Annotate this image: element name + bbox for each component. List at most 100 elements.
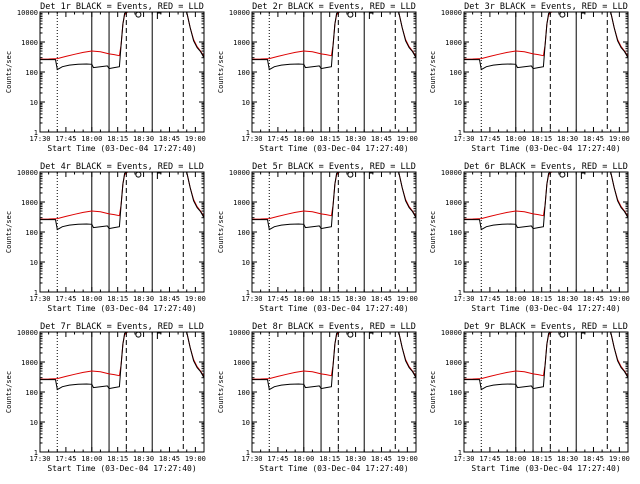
y-tick-label: 10 — [454, 259, 462, 267]
y-tick-label: 10000 — [17, 169, 38, 177]
x-tick-label: 18:00 — [505, 455, 526, 463]
plot-title: Det 9r BLACK = Events, RED = LLD — [464, 322, 628, 332]
x-tick-label: 18:30 — [557, 455, 578, 463]
y-tick-label: 100 — [25, 69, 38, 77]
x-tick-label: 18:45 — [583, 455, 604, 463]
x-tick-label: 18:15 — [107, 135, 128, 143]
x-tick-label: 18:00 — [293, 295, 314, 303]
event-bracket-marker — [368, 12, 374, 19]
x-tick-label: 18:30 — [345, 455, 366, 463]
event-bracket-marker — [156, 332, 162, 339]
event-bracket-marker — [580, 172, 586, 179]
x-tick-label: 18:15 — [319, 455, 340, 463]
y-tick-label: 10 — [242, 259, 250, 267]
x-axis-label: Start Time (03-Dec-04 17:27:40) — [47, 464, 196, 473]
y-tick-label: 1 — [246, 129, 250, 137]
plot-panel-9: Det 9r BLACK = Events, RED = LLD Counts/s… — [429, 322, 630, 473]
x-tick-label: 17:30 — [29, 135, 50, 143]
x-tick-label: 18:45 — [583, 295, 604, 303]
y-tick-label: 1 — [458, 449, 462, 457]
y-tick-label: 1 — [458, 289, 462, 297]
x-tick-label: 18:30 — [345, 295, 366, 303]
y-tick-label: 10 — [242, 419, 250, 427]
y-tick-label: 1 — [246, 449, 250, 457]
y-axis-label: Counts/sec — [429, 371, 437, 413]
y-tick-label: 10000 — [229, 329, 250, 337]
x-axis-label: Start Time (03-Dec-04 17:27:40) — [259, 464, 408, 473]
y-tick-label: 10 — [242, 99, 250, 107]
event-bracket-marker — [580, 12, 586, 19]
x-axis-label: Start Time (03-Dec-04 17:27:40) — [471, 464, 620, 473]
y-tick-label: 10000 — [441, 169, 462, 177]
plot-title: Det 6r BLACK = Events, RED = LLD — [464, 162, 628, 172]
x-tick-label: 17:30 — [29, 295, 50, 303]
y-axis-label: Counts/sec — [5, 51, 13, 93]
event-bracket-marker — [156, 12, 162, 19]
x-tick-label: 18:45 — [371, 135, 392, 143]
y-tick-label: 100 — [25, 229, 38, 237]
y-tick-label: 10000 — [17, 329, 38, 337]
x-tick-label: 17:45 — [479, 135, 500, 143]
y-tick-label: 1 — [246, 289, 250, 297]
y-tick-label: 1000 — [445, 199, 462, 207]
plot-panel-7: Det 7r BLACK = Events, RED = LLD Counts/s… — [5, 322, 206, 473]
y-tick-label: 10 — [454, 99, 462, 107]
y-tick-label: 1000 — [233, 199, 250, 207]
x-tick-label: 17:45 — [55, 135, 76, 143]
plot-panel-4: Det 4r BLACK = Events, RED = LLD Counts/s… — [5, 162, 206, 313]
x-tick-label: 18:00 — [293, 455, 314, 463]
x-axis-label: Start Time (03-Dec-04 17:27:40) — [259, 304, 408, 313]
y-tick-label: 1000 — [233, 39, 250, 47]
x-tick-label: 19:00 — [609, 295, 630, 303]
y-tick-label: 10000 — [17, 9, 38, 17]
event-bracket-marker — [156, 172, 162, 179]
plot-title: Det 2r BLACK = Events, RED = LLD — [252, 2, 416, 12]
x-tick-label: 18:30 — [133, 455, 154, 463]
plot-panel-6: Det 6r BLACK = Events, RED = LLD Counts/s… — [429, 162, 630, 313]
x-tick-label: 17:45 — [55, 295, 76, 303]
y-tick-label: 100 — [237, 69, 250, 77]
x-tick-label: 17:30 — [241, 295, 262, 303]
x-tick-label: 18:15 — [319, 295, 340, 303]
plot-panel-3: Det 3r BLACK = Events, RED = LLD Counts/s… — [429, 2, 630, 153]
x-tick-label: 18:30 — [133, 295, 154, 303]
plot-title: Det 5r BLACK = Events, RED = LLD — [252, 162, 416, 172]
x-tick-label: 18:15 — [107, 455, 128, 463]
x-tick-label: 17:30 — [453, 135, 474, 143]
x-tick-label: 18:15 — [531, 135, 552, 143]
x-axis-label: Start Time (03-Dec-04 17:27:40) — [471, 144, 620, 153]
y-axis-label: Counts/sec — [217, 51, 225, 93]
x-tick-label: 19:00 — [397, 295, 418, 303]
x-tick-label: 17:45 — [267, 295, 288, 303]
plot-title: Det 8r BLACK = Events, RED = LLD — [252, 322, 416, 332]
x-tick-label: 18:15 — [531, 295, 552, 303]
x-axis-label: Start Time (03-Dec-04 17:27:40) — [471, 304, 620, 313]
y-tick-label: 1000 — [445, 39, 462, 47]
y-tick-label: 100 — [449, 389, 462, 397]
x-tick-label: 18:45 — [159, 295, 180, 303]
y-tick-label: 100 — [237, 389, 250, 397]
series-events-line — [252, 172, 416, 231]
x-tick-label: 18:45 — [159, 135, 180, 143]
x-tick-label: 18:00 — [81, 295, 102, 303]
x-tick-label: 19:00 — [609, 455, 630, 463]
x-tick-label: 19:00 — [185, 295, 206, 303]
y-axis-label: Counts/sec — [217, 371, 225, 413]
series-events-line — [464, 332, 628, 391]
x-tick-label: 17:30 — [29, 455, 50, 463]
plot-panel-8: Det 8r BLACK = Events, RED = LLD Counts/s… — [217, 322, 418, 473]
y-tick-label: 1000 — [21, 359, 38, 367]
y-axis-label: Counts/sec — [5, 211, 13, 253]
y-axis-label: Counts/sec — [5, 371, 13, 413]
x-tick-label: 18:00 — [505, 135, 526, 143]
series-events-line — [252, 332, 416, 391]
series-events-line — [464, 172, 628, 231]
x-tick-label: 19:00 — [185, 135, 206, 143]
event-circle-marker — [559, 11, 566, 18]
event-circle-marker — [347, 11, 354, 18]
y-tick-label: 100 — [449, 229, 462, 237]
y-tick-label: 1000 — [21, 199, 38, 207]
plot-panel-5: Det 5r BLACK = Events, RED = LLD Counts/s… — [217, 162, 418, 313]
